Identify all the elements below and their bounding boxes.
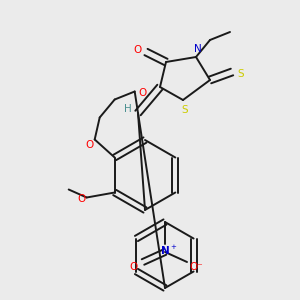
Text: O⁻: O⁻ <box>189 262 203 272</box>
Text: O: O <box>130 262 138 272</box>
Text: S: S <box>238 69 244 79</box>
Text: +: + <box>170 244 176 250</box>
Text: H: H <box>124 104 132 114</box>
Text: O: O <box>134 45 142 55</box>
Text: O: O <box>139 88 147 98</box>
Text: N: N <box>194 44 202 54</box>
Text: S: S <box>182 105 188 115</box>
Text: O: O <box>85 140 94 149</box>
Text: N: N <box>160 246 169 256</box>
Text: O: O <box>78 194 86 205</box>
